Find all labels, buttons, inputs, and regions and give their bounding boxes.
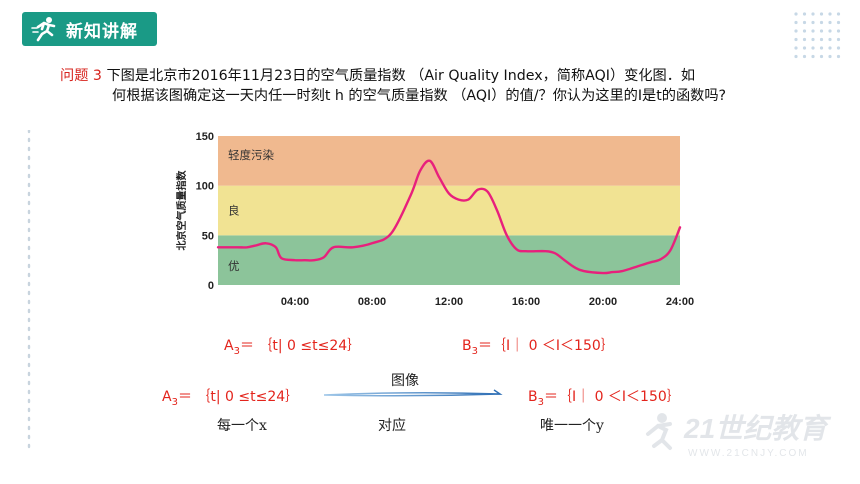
decor-dot bbox=[828, 20, 832, 25]
band-label: 优 bbox=[228, 259, 240, 273]
decor-dot bbox=[802, 29, 807, 33]
decor-dot bbox=[836, 12, 841, 16]
set-a3-mapping: A3＝ ｛t| 0 ≤t≤24｝ bbox=[162, 389, 300, 408]
x-axis-ticks: 04:00 08:00 12:00 16:00 20:00 24:00 bbox=[281, 296, 694, 308]
watermark-logo: 21世纪教育 WWW.21CNJY.COM bbox=[646, 413, 832, 459]
y-axis-ticks: 0 50 100 150 bbox=[196, 131, 214, 292]
x-tick-label: 08:00 bbox=[358, 296, 386, 308]
y-tick-label: 50 bbox=[202, 230, 214, 242]
decor-dot bbox=[811, 12, 815, 16]
question-label: 问题 3 bbox=[60, 68, 102, 84]
decor-dot bbox=[828, 37, 832, 42]
decor-dot bbox=[794, 37, 798, 42]
set-b3-top: B3＝｛I｜ 0 ＜I＜150｝ bbox=[462, 338, 615, 357]
decor-dot bbox=[819, 12, 824, 16]
decor-dot bbox=[811, 20, 815, 25]
band-label: 良 bbox=[228, 204, 240, 218]
set-a3-top: A3＝ ｛t| 0 ≤t≤24｝ bbox=[224, 338, 362, 357]
decor-dot bbox=[836, 20, 841, 25]
decor-dot bbox=[802, 37, 807, 42]
header-banner: 新知讲解 bbox=[22, 12, 157, 46]
decor-dot bbox=[819, 54, 824, 59]
correspond-text: 对应 bbox=[378, 418, 406, 434]
decor-dot bbox=[794, 46, 798, 50]
arrow-label: 图像 bbox=[391, 373, 419, 389]
runner-icon bbox=[31, 17, 56, 42]
question-line2: 何根据该图确定这一天内任一时刻t h 的空气质量指数 （AQI）的值/？你认为这… bbox=[112, 88, 727, 104]
decor-dot bbox=[828, 12, 832, 16]
decor-dot bbox=[802, 12, 807, 16]
y-tick-label: 0 bbox=[208, 280, 214, 292]
x-tick-label: 24:00 bbox=[666, 296, 694, 308]
decor-dot bbox=[811, 37, 815, 42]
decor-dot bbox=[794, 12, 798, 16]
y-tick-label: 100 bbox=[196, 181, 214, 193]
header-title: 新知讲解 bbox=[66, 21, 138, 42]
decor-dot bbox=[836, 46, 841, 50]
unique-y-text: 唯一一个y bbox=[540, 418, 604, 434]
decor-dot bbox=[828, 54, 832, 59]
watermark-sub: WWW.21CNJY.COM bbox=[688, 448, 809, 459]
decor-dot bbox=[794, 29, 798, 33]
decor-dot bbox=[819, 29, 824, 33]
set-b3-mapping: B3＝｛I｜ 0 ＜I＜150｝ bbox=[528, 389, 681, 408]
aqi-series-line bbox=[216, 159, 682, 275]
decor-dot bbox=[794, 20, 798, 25]
x-tick-label: 12:00 bbox=[435, 296, 463, 308]
y-tick-label: 150 bbox=[196, 131, 214, 143]
decor-dot bbox=[819, 46, 824, 50]
decor-dot bbox=[811, 46, 815, 50]
question-text: 问题 3 下图是北京市2016年11月23日的空气质量指数 （Air Quali… bbox=[60, 66, 840, 106]
decor-dot bbox=[802, 20, 807, 25]
decor-dot bbox=[819, 20, 824, 25]
decor-dotted-line bbox=[27, 130, 31, 450]
band-label: 轻度污染 bbox=[228, 148, 274, 162]
aqi-chart: 优 良 轻度污染 0 50 100 150 04:00 08:00 12:00 16:00 20:… bbox=[175, 131, 694, 308]
band-2 bbox=[218, 136, 680, 186]
decor-dot bbox=[802, 46, 807, 50]
decor-dot-grid bbox=[794, 12, 841, 59]
decor-dot bbox=[819, 37, 824, 42]
decor-dot bbox=[794, 54, 798, 59]
y-axis-label: 北京空气质量指数 bbox=[175, 170, 188, 251]
mapping-arrow bbox=[323, 389, 503, 397]
x-tick-label: 16:00 bbox=[512, 296, 540, 308]
decor-dot bbox=[828, 46, 832, 50]
decor-dot bbox=[836, 29, 841, 33]
watermark-text: 21世纪教育 bbox=[683, 413, 832, 444]
question-line1: 下图是北京市2016年11月23日的空气质量指数 （Air Quality In… bbox=[106, 68, 696, 84]
decor-dot bbox=[836, 54, 841, 59]
decor-dot bbox=[836, 37, 841, 42]
decor-dot bbox=[811, 29, 815, 33]
x-tick-label: 20:00 bbox=[589, 296, 617, 308]
decor-dot bbox=[811, 54, 815, 59]
decor-dot bbox=[828, 29, 832, 33]
each-x-text: 每一个x bbox=[217, 418, 267, 434]
x-tick-label: 04:00 bbox=[281, 296, 309, 308]
decor-dot bbox=[802, 54, 807, 59]
